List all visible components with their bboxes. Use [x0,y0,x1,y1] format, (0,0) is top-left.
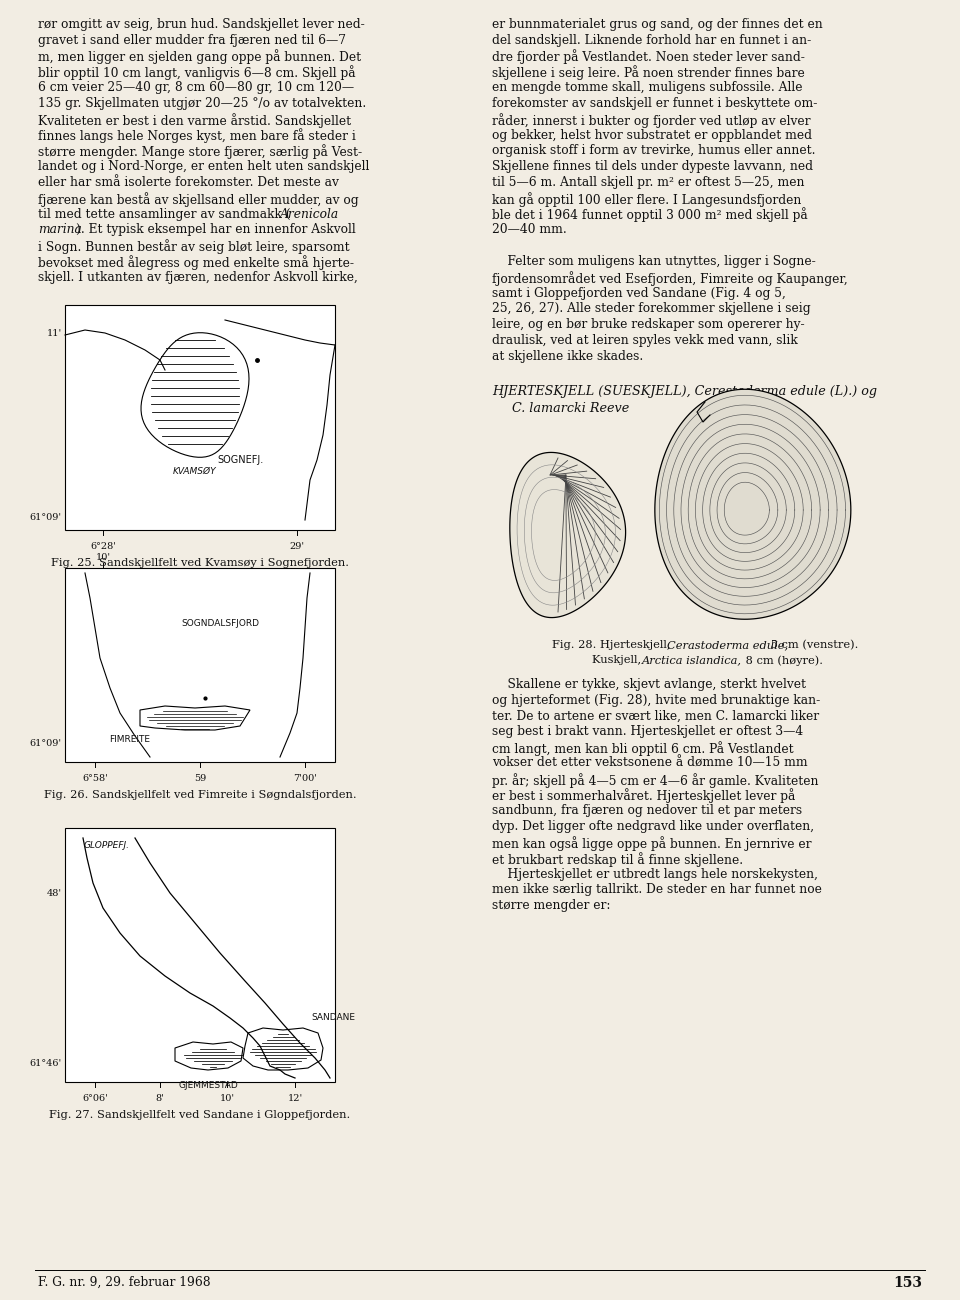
Text: 6°06': 6°06' [82,1095,108,1102]
Text: SOGNDALSFJORD: SOGNDALSFJORD [181,619,259,628]
Text: gravet i sand eller mudder fra fjæren ned til 6—7: gravet i sand eller mudder fra fjæren ne… [38,34,346,47]
Text: finnes langs hele Norges kyst, men bare få steder i: finnes langs hele Norges kyst, men bare … [38,129,356,143]
Text: 10': 10' [220,1095,234,1102]
Text: Fig. 28. Hjerteskjell,: Fig. 28. Hjerteskjell, [552,640,674,650]
Text: Fig. 27. Sandskjellfelt ved Sandane i Gloppefjorden.: Fig. 27. Sandskjellfelt ved Sandane i Gl… [49,1110,350,1121]
Text: er best i sommerhalvåret. Hjerteskjellet lever på: er best i sommerhalvåret. Hjerteskjellet… [492,789,796,803]
Text: 5 cm (venstre).: 5 cm (venstre). [767,640,858,650]
Text: marina: marina [38,224,82,237]
Text: 29': 29' [289,542,304,551]
Polygon shape [655,389,851,619]
Polygon shape [175,1043,243,1070]
Bar [65,568,335,762]
Text: SOGNEFJ.: SOGNEFJ. [217,455,263,465]
Text: til 5—6 m. Antall skjell pr. m² er oftest 5—25, men: til 5—6 m. Antall skjell pr. m² er oftes… [492,176,804,188]
Text: ). Et typisk eksempel har en innenfor Askvoll: ). Et typisk eksempel har en innenfor As… [76,224,356,237]
Bar [65,828,335,1082]
Text: sandbunn, fra fjæren og nedover til et par meters: sandbunn, fra fjæren og nedover til et p… [492,805,803,818]
Text: 6°58': 6°58' [82,774,108,783]
Text: Kvaliteten er best i den varme årstid. Sandskjellet: Kvaliteten er best i den varme årstid. S… [38,113,351,127]
Text: Kuskjell,: Kuskjell, [592,655,645,666]
Text: Skjellene finnes til dels under dypeste lavvann, ned: Skjellene finnes til dels under dypeste … [492,160,813,173]
Text: men kan også ligge oppe på bunnen. En jernrive er: men kan også ligge oppe på bunnen. En je… [492,836,811,852]
Text: 20—40 mm.: 20—40 mm. [492,224,566,237]
Text: samt i Gloppefjorden ved Sandane (Fig. 4 og 5,: samt i Gloppefjorden ved Sandane (Fig. 4… [492,286,786,299]
Text: råder, innerst i bukter og fjorder ved utløp av elver: råder, innerst i bukter og fjorder ved u… [492,113,810,127]
Text: vokser det etter vekstsonene å dømme 10—15 mm: vokser det etter vekstsonene å dømme 10—… [492,757,807,770]
Text: til med tette ansamlinger av sandmakk (: til med tette ansamlinger av sandmakk ( [38,208,291,221]
Text: seg best i brakt vann. Hjerteskjellet er oftest 3—4: seg best i brakt vann. Hjerteskjellet er… [492,725,804,738]
Text: C. lamarcki Reeve: C. lamarcki Reeve [512,402,629,415]
Text: 7'00': 7'00' [293,774,317,783]
Text: større mengder. Mange store fjærer, særlig på Vest-: større mengder. Mange store fjærer, særl… [38,144,362,160]
Text: pr. år; skjell på 4—5 cm er 4—6 år gamle. Kvaliteten: pr. år; skjell på 4—5 cm er 4—6 år gamle… [492,772,819,788]
Text: bevokset med ålegress og med enkelte små hjerte-: bevokset med ålegress og med enkelte små… [38,255,354,270]
Text: blir opptil 10 cm langt, vanligvis 6—8 cm. Skjell på: blir opptil 10 cm langt, vanligvis 6—8 c… [38,65,355,81]
Text: Arctica islandica,: Arctica islandica, [642,655,742,666]
Bar [65,306,335,530]
Text: 6 cm veier 25—40 gr, 8 cm 60—80 gr, 10 cm 120—: 6 cm veier 25—40 gr, 8 cm 60—80 gr, 10 c… [38,81,354,94]
Text: fjordensområdet ved Esefjorden, Fimreite og Kaupanger,: fjordensområdet ved Esefjorden, Fimreite… [492,270,848,286]
Text: eller har små isolerte forekomster. Det meste av: eller har små isolerte forekomster. Det … [38,176,339,188]
Text: GJEMMESTAD: GJEMMESTAD [179,1082,238,1089]
Text: 12': 12' [287,1095,302,1102]
Text: SANDANE: SANDANE [311,1014,355,1023]
Text: Hjerteskjellet er utbredt langs hele norskekysten,: Hjerteskjellet er utbredt langs hele nor… [492,867,818,880]
Text: 25, 26, 27). Alle steder forekommer skjellene i seig: 25, 26, 27). Alle steder forekommer skje… [492,303,810,316]
Text: i Sogn. Bunnen består av seig bløt leire, sparsomt: i Sogn. Bunnen består av seig bløt leire… [38,239,349,254]
Text: leire, og en bør bruke redskaper som opererer hy-: leire, og en bør bruke redskaper som ope… [492,318,804,332]
Text: kan gå opptil 100 eller flere. I Langesundsfjorden: kan gå opptil 100 eller flere. I Langesu… [492,192,802,207]
Text: cm langt, men kan bli opptil 6 cm. På Vestlandet: cm langt, men kan bli opptil 6 cm. På Ve… [492,741,794,757]
Text: Fig. 26. Sandskjellfelt ved Fimreite i Søgndalsfjorden.: Fig. 26. Sandskjellfelt ved Fimreite i S… [44,790,356,800]
Text: en mengde tomme skall, muligens subfossile. Alle: en mengde tomme skall, muligens subfossi… [492,81,803,94]
Text: skjellene i seig leire. På noen strender finnes bare: skjellene i seig leire. På noen strender… [492,65,804,81]
Text: 11': 11' [47,329,62,338]
Text: 6°28': 6°28' [90,542,116,551]
Text: forekomster av sandskjell er funnet i beskyttete om-: forekomster av sandskjell er funnet i be… [492,98,817,111]
Text: at skjellene ikke skades.: at skjellene ikke skades. [492,350,643,363]
Text: Felter som muligens kan utnyttes, ligger i Sogne-: Felter som muligens kan utnyttes, ligger… [492,255,816,268]
Text: organisk stoff i form av trevirke, humus eller annet.: organisk stoff i form av trevirke, humus… [492,144,815,157]
Text: del sandskjell. Liknende forhold har en funnet i an-: del sandskjell. Liknende forhold har en … [492,34,811,47]
Text: KVAMSØY: KVAMSØY [173,467,217,476]
Text: et brukbart redskap til å finne skjellene.: et brukbart redskap til å finne skjellen… [492,852,743,867]
Text: skjell. I utkanten av fjæren, nedenfor Askvoll kirke,: skjell. I utkanten av fjæren, nedenfor A… [38,270,358,283]
Text: 153: 153 [893,1277,922,1290]
Text: og hjerteformet (Fig. 28), hvite med brunaktige kan-: og hjerteformet (Fig. 28), hvite med bru… [492,694,820,707]
Text: F. G. nr. 9, 29. februar 1968: F. G. nr. 9, 29. februar 1968 [38,1277,210,1290]
Text: Fig. 25. Sandskjellfelt ved Kvamsøy i Sognefjorden.: Fig. 25. Sandskjellfelt ved Kvamsøy i So… [51,558,349,568]
Text: ter. De to artene er svært like, men C. lamarcki liker: ter. De to artene er svært like, men C. … [492,710,819,723]
Text: 8': 8' [156,1095,164,1102]
Text: fjærene kan bestå av skjellsand eller mudder, av og: fjærene kan bestå av skjellsand eller mu… [38,192,359,207]
Text: landet og i Nord-Norge, er enten helt uten sandskjell: landet og i Nord-Norge, er enten helt ut… [38,160,370,173]
Text: 8 cm (høyre).: 8 cm (høyre). [742,655,823,666]
Polygon shape [243,1028,323,1070]
Text: 48': 48' [47,888,62,897]
Text: 61°09': 61°09' [30,514,62,523]
Text: GLOPPEFJ.: GLOPPEFJ. [84,841,130,850]
Text: ble det i 1964 funnet opptil 3 000 m² med skjell på: ble det i 1964 funnet opptil 3 000 m² me… [492,208,807,222]
Text: og bekker, helst hvor substratet er oppblandet med: og bekker, helst hvor substratet er oppb… [492,129,812,142]
Polygon shape [510,452,626,618]
Text: m, men ligger en sjelden gang oppe på bunnen. Det: m, men ligger en sjelden gang oppe på bu… [38,49,361,65]
Text: 10': 10' [95,552,110,562]
Text: Arenicola: Arenicola [280,208,339,221]
Text: men ikke særlig tallrikt. De steder en har funnet noe: men ikke særlig tallrikt. De steder en h… [492,884,822,897]
Text: 61°46': 61°46' [30,1060,62,1069]
Text: dyp. Det ligger ofte nedgravd like under overflaten,: dyp. Det ligger ofte nedgravd like under… [492,820,814,833]
Text: HJERTESKJELL (SUESKJELL), Cerestoderma edule (L).) og: HJERTESKJELL (SUESKJELL), Cerestoderma e… [492,385,877,398]
Text: er bunnmaterialet grus og sand, og der finnes det en: er bunnmaterialet grus og sand, og der f… [492,18,823,31]
Text: rør omgitt av seig, brun hud. Sandskjellet lever ned-: rør omgitt av seig, brun hud. Sandskjell… [38,18,365,31]
Text: 61°09': 61°09' [30,740,62,749]
Text: 135 gr. Skjellmaten utgjør 20—25 °/o av totalvekten.: 135 gr. Skjellmaten utgjør 20—25 °/o av … [38,98,367,111]
Text: dre fjorder på Vestlandet. Noen steder lever sand-: dre fjorder på Vestlandet. Noen steder l… [492,49,804,65]
Text: større mengder er:: større mengder er: [492,900,611,913]
Text: Cerastoderma edule,: Cerastoderma edule, [667,640,788,650]
Text: draulisk, ved at leiren spyles vekk med vann, slik: draulisk, ved at leiren spyles vekk med … [492,334,798,347]
Polygon shape [140,706,250,731]
Text: Skallene er tykke, skjevt avlange, sterkt hvelvet: Skallene er tykke, skjevt avlange, sterk… [492,679,806,692]
Polygon shape [141,333,249,458]
Text: FIMREITE: FIMREITE [109,736,151,745]
Text: 59: 59 [194,774,206,783]
